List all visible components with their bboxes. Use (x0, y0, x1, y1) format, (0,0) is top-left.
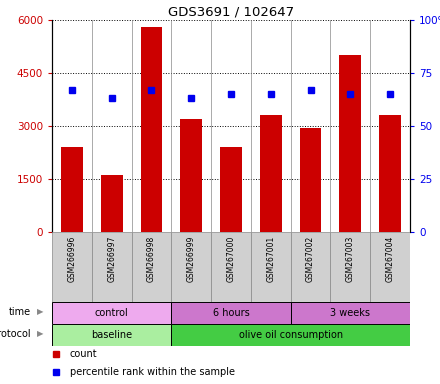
Text: ▶: ▶ (37, 308, 44, 316)
Bar (171, 232, 211, 302)
Bar (52, 232, 92, 302)
Bar (52, 324, 171, 346)
Text: time: time (9, 307, 31, 317)
Bar (52, 303, 171, 324)
Bar (260, 116, 282, 232)
Text: control: control (95, 308, 128, 318)
Bar (370, 232, 410, 302)
Bar (291, 232, 330, 302)
Bar (140, 27, 162, 232)
Text: ▶: ▶ (37, 329, 44, 338)
Bar (300, 128, 322, 232)
Text: GSM266999: GSM266999 (187, 235, 196, 282)
Text: protocol: protocol (0, 329, 31, 339)
Bar (379, 116, 401, 232)
Text: baseline: baseline (91, 330, 132, 340)
Bar (132, 232, 171, 302)
Bar (180, 119, 202, 232)
Bar (171, 303, 291, 324)
Bar (101, 175, 123, 232)
Text: 6 hours: 6 hours (213, 308, 249, 318)
Text: GSM266998: GSM266998 (147, 235, 156, 282)
Bar (291, 303, 410, 324)
Text: count: count (70, 349, 97, 359)
Bar (220, 147, 242, 232)
Bar (251, 232, 291, 302)
Bar (330, 232, 370, 302)
Text: GSM266997: GSM266997 (107, 235, 116, 282)
Bar (171, 324, 410, 346)
Text: GSM267002: GSM267002 (306, 235, 315, 282)
Bar (211, 232, 251, 302)
Text: olive oil consumption: olive oil consumption (238, 330, 343, 340)
Text: 3 weeks: 3 weeks (330, 308, 370, 318)
Bar (61, 147, 83, 232)
Bar (339, 55, 361, 232)
Text: percentile rank within the sample: percentile rank within the sample (70, 367, 235, 377)
Text: GSM266996: GSM266996 (67, 235, 77, 282)
Title: GDS3691 / 102647: GDS3691 / 102647 (168, 6, 294, 19)
Text: GSM267003: GSM267003 (346, 235, 355, 282)
Text: GSM267004: GSM267004 (385, 235, 395, 282)
Text: GSM267000: GSM267000 (227, 235, 235, 282)
Bar (92, 232, 132, 302)
Text: GSM267001: GSM267001 (266, 235, 275, 282)
